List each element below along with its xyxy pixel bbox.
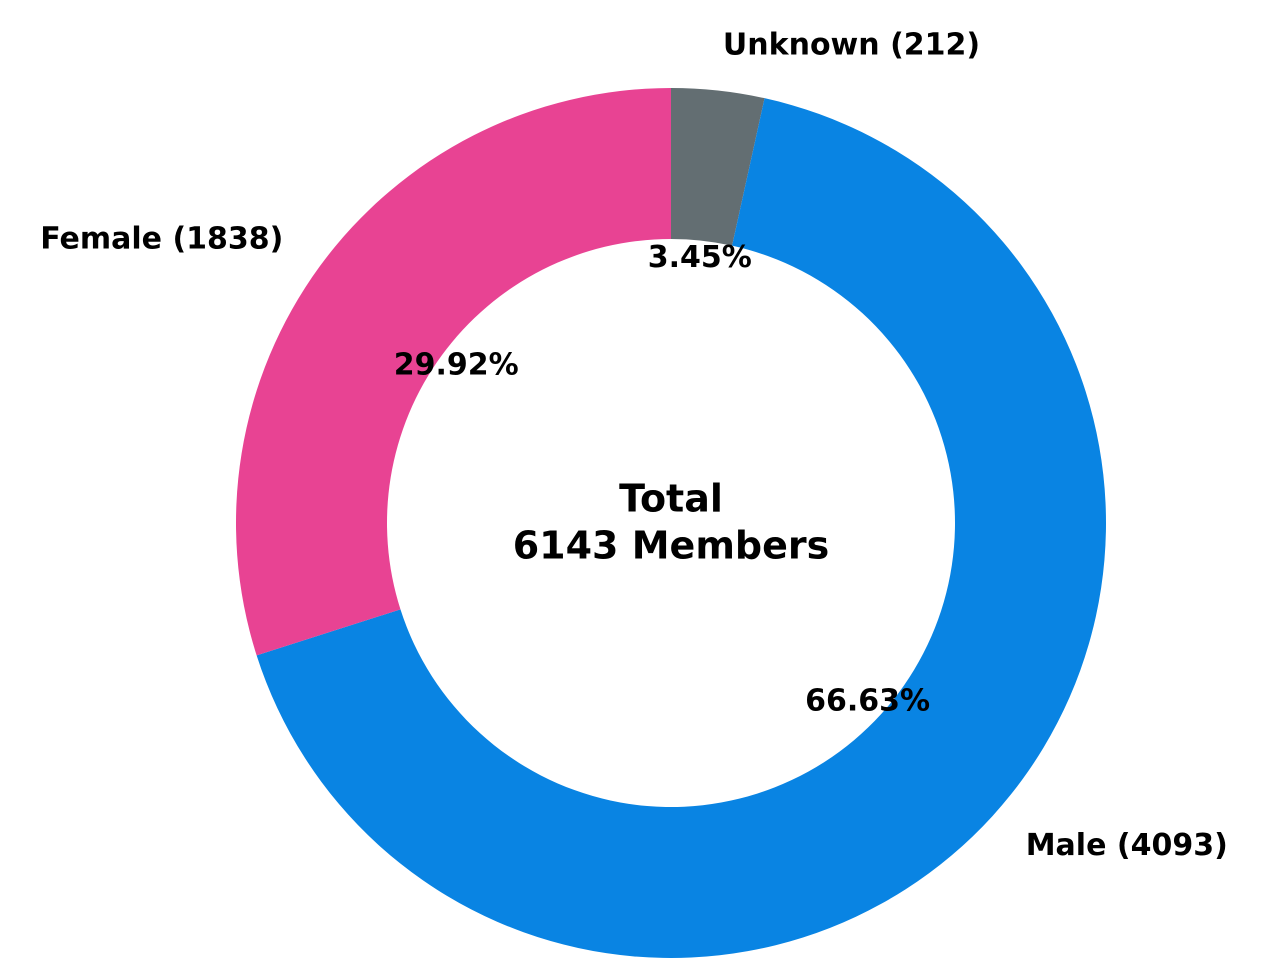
slice-label: Unknown (212): [723, 27, 980, 62]
center-text: 6143 Members: [513, 524, 830, 568]
slice: [671, 88, 765, 246]
slice: [256, 98, 1106, 958]
slice-label: Male (4093): [1026, 828, 1228, 863]
percent-label: 29.92%: [394, 348, 519, 383]
center-text: Total: [619, 477, 723, 521]
percent-label: 3.45%: [648, 240, 752, 275]
percent-label: 66.63%: [805, 684, 930, 719]
slice-label: Female (1838): [40, 221, 283, 256]
slice: [236, 88, 671, 656]
